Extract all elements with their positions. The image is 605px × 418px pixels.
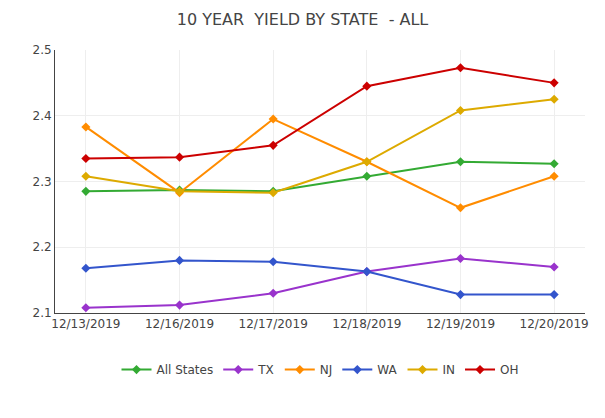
svg-text:12/16/2019: 12/16/2019 bbox=[145, 317, 214, 331]
svg-text:2.3: 2.3 bbox=[33, 175, 52, 189]
svg-text:IN: IN bbox=[443, 363, 456, 377]
svg-text:12/19/2019: 12/19/2019 bbox=[426, 317, 495, 331]
svg-text:12/13/2019: 12/13/2019 bbox=[51, 317, 120, 331]
svg-text:OH: OH bbox=[500, 363, 518, 377]
svg-text:10 YEAR YIELD BY STATE - ALL: 10 YEAR YIELD BY STATE - ALL bbox=[177, 10, 429, 29]
svg-text:12/17/2019: 12/17/2019 bbox=[239, 317, 308, 331]
svg-text:2.4: 2.4 bbox=[33, 109, 52, 123]
svg-text:All States: All States bbox=[157, 363, 214, 377]
svg-text:12/20/2019: 12/20/2019 bbox=[520, 317, 589, 331]
svg-text:TX: TX bbox=[257, 363, 274, 377]
svg-text:NJ: NJ bbox=[320, 363, 333, 377]
svg-text:2.1: 2.1 bbox=[33, 306, 52, 320]
svg-text:2.2: 2.2 bbox=[33, 240, 52, 254]
svg-text:WA: WA bbox=[377, 363, 397, 377]
svg-text:12/18/2019: 12/18/2019 bbox=[332, 317, 401, 331]
svg-text:2.5: 2.5 bbox=[33, 43, 52, 57]
